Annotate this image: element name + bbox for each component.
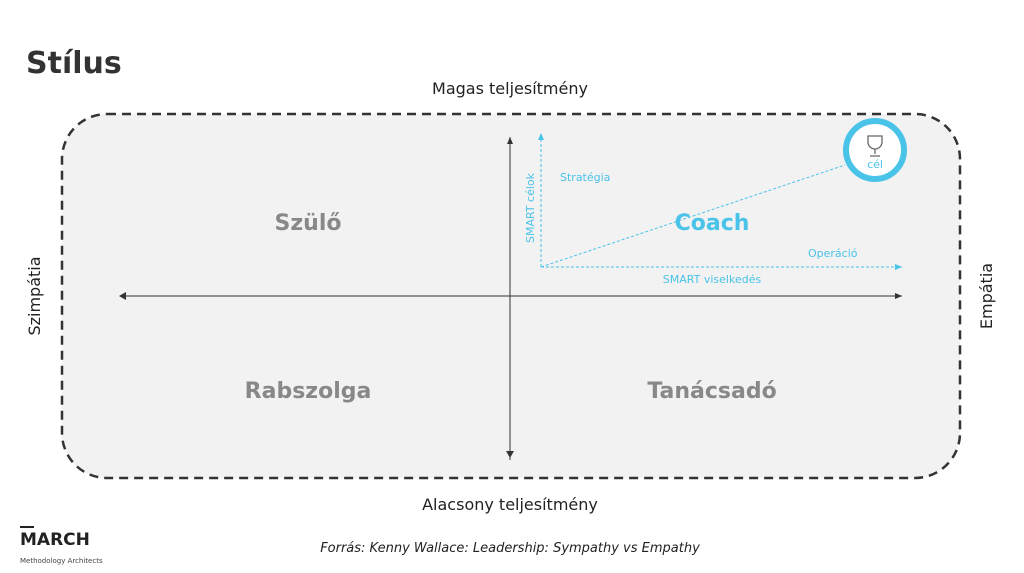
- quadrant: Coach: [675, 211, 750, 236]
- title: Stílus: [26, 46, 122, 81]
- coach-lower: Operáció: [808, 247, 858, 260]
- coach-y-label: SMART célok: [524, 172, 537, 243]
- source: Forrás: Kenny Wallace: Leadership: Sympa…: [320, 541, 700, 556]
- quadrant: Rabszolga: [245, 379, 372, 404]
- quadrant: Tanácsadó: [647, 379, 776, 404]
- logo: MARCH: [20, 530, 90, 550]
- axis-left: Szimpátia: [25, 256, 44, 335]
- trophy-icon: [867, 135, 883, 157]
- arrow-head: [119, 292, 126, 300]
- axis-bottom: Alacsony teljesítmény: [422, 495, 598, 514]
- coach-x-label: SMART viselkedés: [663, 273, 762, 286]
- coach-upper: Stratégia: [560, 171, 610, 184]
- arrow-head: [506, 451, 514, 458]
- axis-top: Magas teljesítmény: [432, 79, 588, 98]
- axis-right: Empátia: [977, 263, 996, 329]
- coach-line: [540, 164, 846, 268]
- quadrant: Szülő: [275, 211, 342, 236]
- logo-tagline: Methodology Architects: [20, 557, 103, 565]
- goal-label: cél: [867, 158, 883, 171]
